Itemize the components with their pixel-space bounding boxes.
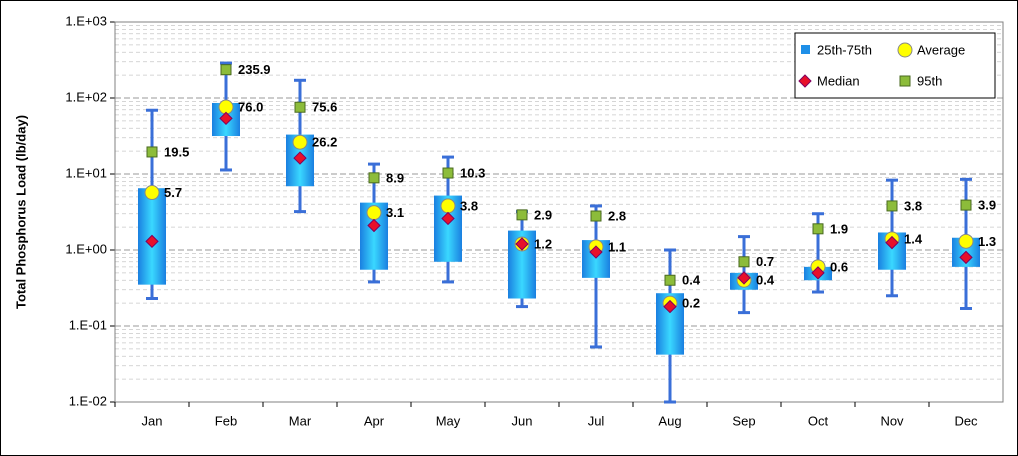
marker-diamond	[959, 250, 973, 265]
x-tick-label: Sep	[732, 413, 755, 428]
marker-diamond	[885, 235, 899, 250]
marker-square	[738, 256, 750, 268]
value-label: 235.9	[238, 62, 271, 77]
value-label: 1.3	[978, 234, 996, 249]
marker-diamond	[663, 299, 677, 314]
marker-square	[220, 64, 232, 76]
marker-square	[960, 199, 972, 211]
value-label: 5.7	[164, 185, 182, 200]
marker-square	[294, 101, 306, 113]
marker-square	[812, 223, 824, 235]
y-tick-label: 1.E-01	[69, 317, 107, 332]
value-label: 2.8	[608, 208, 626, 223]
x-tick-label: Oct	[808, 413, 829, 428]
marker-diamond	[293, 151, 307, 165]
legend-box	[794, 32, 996, 99]
legend: 25th-75th Average Median 95th	[794, 32, 996, 99]
marker-square	[664, 274, 676, 286]
value-label: 19.5	[164, 144, 189, 159]
marker-diamond	[441, 211, 455, 226]
marker-diamond	[145, 234, 159, 249]
value-label: 0.7	[756, 254, 774, 269]
marker-square	[368, 172, 380, 184]
value-label: 8.9	[386, 170, 404, 185]
value-label: 1.2	[534, 236, 552, 251]
value-label: 3.8	[460, 198, 478, 213]
value-label: 26.2	[312, 135, 337, 150]
marker-diamond	[219, 111, 233, 126]
value-label: 0.2	[682, 296, 700, 311]
marker-square	[886, 200, 898, 212]
legend-label: 25th-75th	[817, 42, 872, 57]
value-label: 76.0	[238, 99, 263, 114]
legend-swatch	[801, 45, 810, 54]
marker-square	[442, 167, 454, 179]
marker-circle	[144, 185, 160, 201]
value-label: 3.9	[978, 198, 996, 213]
marker-diamond	[811, 266, 825, 280]
marker-circle	[440, 198, 456, 214]
x-tick-label: May	[436, 413, 461, 428]
legend-swatch	[897, 42, 913, 58]
x-tick-label: Aug	[658, 413, 681, 428]
marker-square	[516, 209, 528, 221]
value-label: 0.4	[756, 273, 775, 288]
plot-area: 1.E+03 1.E+02 1.E+01 1.E+00 1.E-01 1.E-02 Jan F…	[65, 13, 1004, 428]
value-label: 3.1	[386, 205, 404, 220]
legend-swatch	[798, 74, 812, 88]
marker-circle	[958, 233, 974, 249]
marker-circle	[366, 205, 382, 221]
y-tick-label: 1.E-02	[69, 393, 107, 408]
value-label: 2.9	[534, 207, 552, 222]
marker-circle	[292, 134, 308, 150]
value-label: 0.4	[682, 273, 701, 288]
x-tick-label: Feb	[215, 413, 237, 428]
value-label: 1.9	[830, 221, 848, 236]
value-label: 10.3	[460, 165, 485, 180]
y-tick-label: 1.E+01	[65, 165, 107, 180]
x-tick-label: Apr	[364, 413, 385, 428]
legend-label: Median	[817, 73, 860, 88]
marker-diamond	[367, 218, 381, 233]
x-tick-label: Mar	[289, 413, 312, 428]
value-label: 75.6	[312, 100, 337, 115]
value-label: 0.6	[830, 259, 848, 274]
value-label: 1.4	[904, 231, 923, 246]
y-tick-label: 1.E+03	[65, 13, 107, 28]
y-tick-label: 1.E+00	[65, 241, 107, 256]
marker-square	[590, 210, 602, 222]
value-label: 1.1	[608, 239, 626, 254]
y-axis-title: Total Phosphorus Load (lb/day)	[13, 115, 28, 309]
x-tick-label: Jul	[588, 413, 605, 428]
x-tick-label: Nov	[880, 413, 904, 428]
x-tick-label: Dec	[954, 413, 978, 428]
marker-diamond	[515, 237, 529, 251]
marker-diamond	[737, 271, 751, 285]
x-tick-label: Jan	[142, 413, 163, 428]
legend-label: 95th	[917, 73, 942, 88]
marker-diamond	[589, 245, 603, 259]
value-label: 3.8	[904, 198, 922, 213]
y-tick-label: 1.E+02	[65, 89, 107, 104]
marker-square	[146, 146, 158, 158]
legend-swatch	[899, 75, 911, 87]
x-tick-label: Jun	[512, 413, 533, 428]
legend-label: Average	[917, 42, 965, 57]
